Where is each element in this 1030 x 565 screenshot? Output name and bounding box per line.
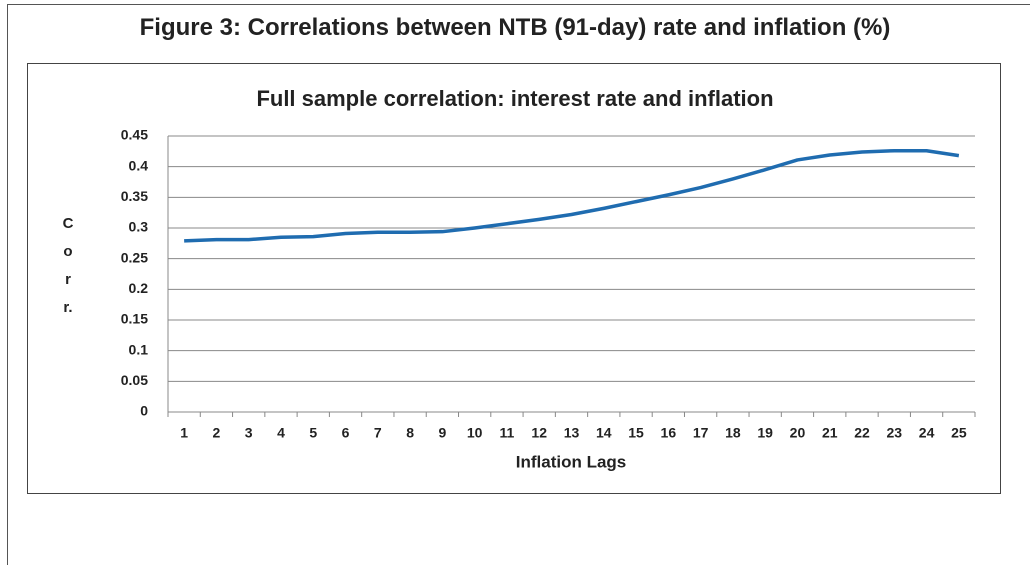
x-tick-label: 19 bbox=[757, 425, 773, 441]
x-tick-label: 8 bbox=[406, 425, 414, 441]
x-tick-label: 14 bbox=[596, 425, 612, 441]
y-axis-title: Corr. bbox=[62, 215, 74, 316]
x-tick-label: 24 bbox=[919, 425, 935, 441]
y-tick-label: 0.4 bbox=[129, 157, 149, 173]
x-tick-label: 16 bbox=[661, 425, 677, 441]
x-tick-label: 2 bbox=[213, 425, 221, 441]
y-tick-label: 0.35 bbox=[121, 188, 148, 204]
x-tick-label: 18 bbox=[725, 425, 741, 441]
frame bbox=[7, 4, 1030, 565]
y-tick-label: 0.2 bbox=[129, 280, 149, 296]
x-tick-label: 20 bbox=[790, 425, 806, 441]
x-tick-label: 25 bbox=[951, 425, 967, 441]
y-tick-label: 0.45 bbox=[121, 127, 148, 143]
x-tick-label: 23 bbox=[887, 425, 903, 441]
x-tick-label: 7 bbox=[374, 425, 382, 441]
x-axis-title: Inflation Lags bbox=[516, 452, 627, 471]
x-tick-label: 3 bbox=[245, 425, 253, 441]
chart-box bbox=[27, 63, 1001, 494]
chart: Full sample correlation: interest rate a… bbox=[121, 86, 976, 471]
x-tick-label: 10 bbox=[467, 425, 483, 441]
line-series bbox=[184, 148, 960, 243]
y-tick-label: 0 bbox=[140, 403, 148, 419]
x-tick-label: 1 bbox=[180, 425, 188, 441]
y-tick-label: 0.1 bbox=[129, 341, 149, 357]
figure-title: Figure 3: Correlations between NTB (91-d… bbox=[139, 14, 891, 41]
x-tick-label: 13 bbox=[564, 425, 580, 441]
x-tick-label: 21 bbox=[822, 425, 838, 441]
x-tick-label: 22 bbox=[854, 425, 870, 441]
y-tick-label: 0.05 bbox=[121, 372, 148, 388]
chart-title: Full sample correlation: interest rate a… bbox=[256, 86, 773, 111]
x-tick-label: 12 bbox=[531, 425, 547, 441]
x-tick-label: 17 bbox=[693, 425, 709, 441]
y-tick-label: 0.25 bbox=[121, 249, 148, 265]
x-tick-label: 11 bbox=[500, 425, 515, 441]
y-tick-label: 0.3 bbox=[129, 219, 149, 235]
x-tick-label: 4 bbox=[277, 425, 285, 441]
x-tick-label: 15 bbox=[628, 425, 644, 441]
x-tick-label: 9 bbox=[438, 425, 446, 441]
y-tick-label: 0.15 bbox=[121, 311, 148, 327]
x-tick-label: 5 bbox=[309, 425, 317, 441]
page: Figure 3: Correlations between NTB (91-d… bbox=[7, 4, 1030, 565]
x-tick-label: 6 bbox=[342, 425, 350, 441]
